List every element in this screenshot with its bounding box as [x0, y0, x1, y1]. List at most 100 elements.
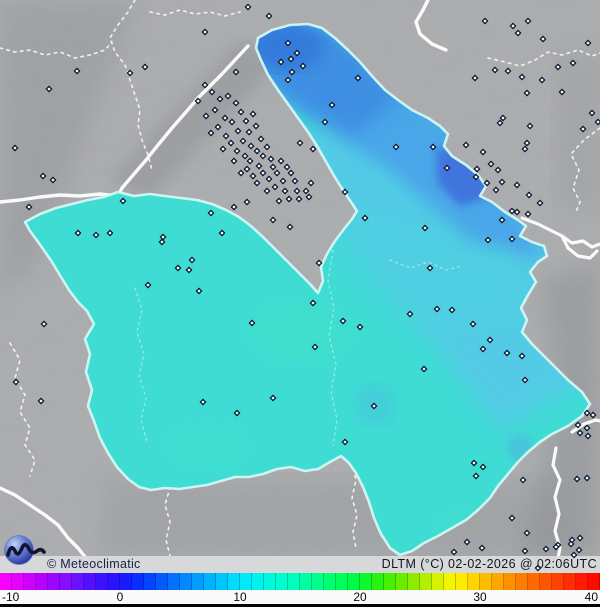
scale-cell: [36, 573, 48, 590]
station-marker: [494, 166, 502, 174]
station-marker: [244, 3, 252, 11]
station-marker: [481, 17, 489, 25]
bottom-border-strip: [0, 604, 600, 607]
scale-cell: [576, 573, 588, 590]
station-marker: [249, 110, 257, 118]
station-marker: [339, 317, 347, 325]
station-marker: [207, 129, 215, 137]
meteoclimatic-logo: [4, 535, 46, 565]
station-marker: [569, 59, 577, 67]
station-marker: [519, 476, 527, 484]
scale-cell: [432, 573, 444, 590]
station-marker: [257, 135, 265, 143]
station-marker: [524, 210, 532, 218]
station-marker: [259, 169, 267, 177]
station-marker: [277, 58, 285, 66]
station-marker: [307, 179, 315, 187]
station-marker: [295, 195, 303, 203]
station-marker: [253, 147, 261, 155]
region-rim: [23, 22, 592, 557]
station-marker: [242, 117, 250, 125]
station-marker: [273, 169, 281, 177]
station-marker: [514, 29, 522, 37]
station-marker: [554, 63, 562, 71]
scale-tick-0: 0: [116, 590, 124, 604]
scale-cell: [204, 573, 216, 590]
scale-cell: [276, 573, 288, 590]
station-marker: [287, 55, 295, 63]
station-marker: [214, 123, 222, 131]
scale-cell: [564, 573, 576, 590]
station-marker: [207, 209, 215, 217]
scale-cell: [312, 573, 324, 590]
region-borders-solid: [0, 0, 448, 560]
station-marker: [259, 152, 267, 160]
station-marker: [284, 39, 292, 47]
station-marker: [576, 534, 584, 542]
station-marker: [429, 143, 437, 151]
station-marker: [523, 529, 531, 537]
scale-cell: [504, 573, 516, 590]
scale-tick--10: -10: [2, 590, 20, 604]
station-marker: [287, 169, 295, 177]
scale-cell: [288, 573, 300, 590]
station-marker: [174, 264, 182, 272]
station-marker: [588, 109, 596, 117]
station-marker: [469, 320, 477, 328]
station-marker: [241, 152, 249, 160]
station-marker: [74, 229, 82, 237]
station-marker: [448, 306, 456, 314]
station-marker: [221, 114, 229, 122]
station-marker: [202, 112, 210, 120]
station-marker: [584, 39, 592, 47]
station-marker: [491, 66, 499, 74]
scale-cell: [468, 573, 480, 590]
station-marker: [277, 157, 285, 165]
station-marker: [473, 165, 481, 173]
scale-cell: [396, 573, 408, 590]
scale-cell: [156, 573, 168, 590]
station-marker: [509, 22, 517, 30]
station-marker: [472, 472, 480, 480]
scale-cell: [252, 573, 264, 590]
station-marker: [483, 179, 491, 187]
station-marker: [472, 173, 480, 181]
station-marker: [263, 143, 271, 151]
scale-cell: [552, 573, 564, 590]
station-marker: [12, 378, 20, 386]
logo-wave-glyph: [6, 542, 46, 557]
station-marker: [484, 236, 492, 244]
scale-tick-labels: -10 0 10 20 30 40: [0, 590, 600, 604]
station-marker: [281, 187, 289, 195]
scale-cell: [240, 573, 252, 590]
station-marker: [508, 514, 516, 522]
station-marker: [498, 178, 506, 186]
station-marker: [237, 169, 245, 177]
scale-cell: [144, 573, 156, 590]
station-marker: [263, 187, 271, 195]
station-marker: [255, 162, 263, 170]
station-marker: [253, 179, 261, 187]
station-marker: [486, 336, 494, 344]
station-marker: [503, 349, 511, 357]
temperature-map: [0, 0, 600, 573]
station-marker: [233, 409, 241, 417]
station-marker: [49, 176, 57, 184]
scale-cell: [588, 573, 600, 590]
scale-tick-10: 10: [233, 590, 247, 604]
station-marker: [583, 424, 591, 432]
station-marker: [45, 85, 53, 93]
station-marker: [328, 101, 336, 109]
station-marker: [479, 463, 487, 471]
scale-cell: [492, 573, 504, 590]
scale-cell: [192, 573, 204, 590]
station-marker: [249, 172, 257, 180]
station-marker: [361, 214, 369, 222]
station-marker: [583, 409, 591, 417]
station-marker: [208, 88, 216, 96]
station-marker: [227, 139, 235, 147]
scale-cell: [528, 573, 540, 590]
station-marker: [406, 310, 414, 318]
station-marker: [92, 231, 100, 239]
station-marker: [293, 49, 301, 57]
